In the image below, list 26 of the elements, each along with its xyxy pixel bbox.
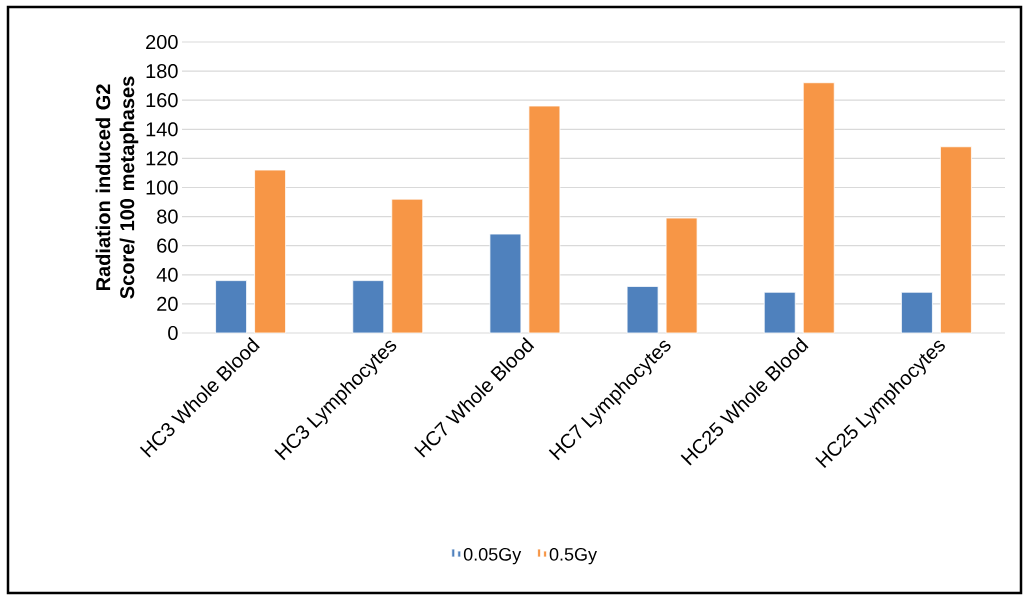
y-tick-label: 200 <box>146 34 178 50</box>
bar <box>940 146 972 334</box>
bar <box>215 280 247 334</box>
bar <box>391 198 424 334</box>
bar <box>626 286 659 334</box>
y-tick-label: 100 <box>146 180 178 195</box>
bar <box>665 217 698 334</box>
bar <box>352 280 385 334</box>
bar <box>489 233 522 334</box>
legend-label: 0.05Gy <box>463 547 522 565</box>
y-tick-label: 120 <box>146 151 178 166</box>
bar <box>901 291 933 334</box>
y-tick-label: 140 <box>146 122 178 137</box>
bar <box>802 82 835 334</box>
y-axis-title: Radiation induced G2 Score/ 100 metaphases <box>95 76 139 299</box>
y-tick-label: 60 <box>157 238 178 253</box>
y-tick-label: 20 <box>157 296 178 311</box>
y-tick-label: 160 <box>146 93 178 108</box>
legend-label: 0.5Gy <box>549 547 597 565</box>
bar <box>528 105 561 334</box>
bar <box>763 291 796 334</box>
y-tick-label: 180 <box>146 64 178 79</box>
y-tick-label: 0 <box>168 325 178 341</box>
bar <box>254 169 286 334</box>
y-tick-label: 40 <box>156 267 178 282</box>
y-tick-label: 80 <box>157 209 178 224</box>
